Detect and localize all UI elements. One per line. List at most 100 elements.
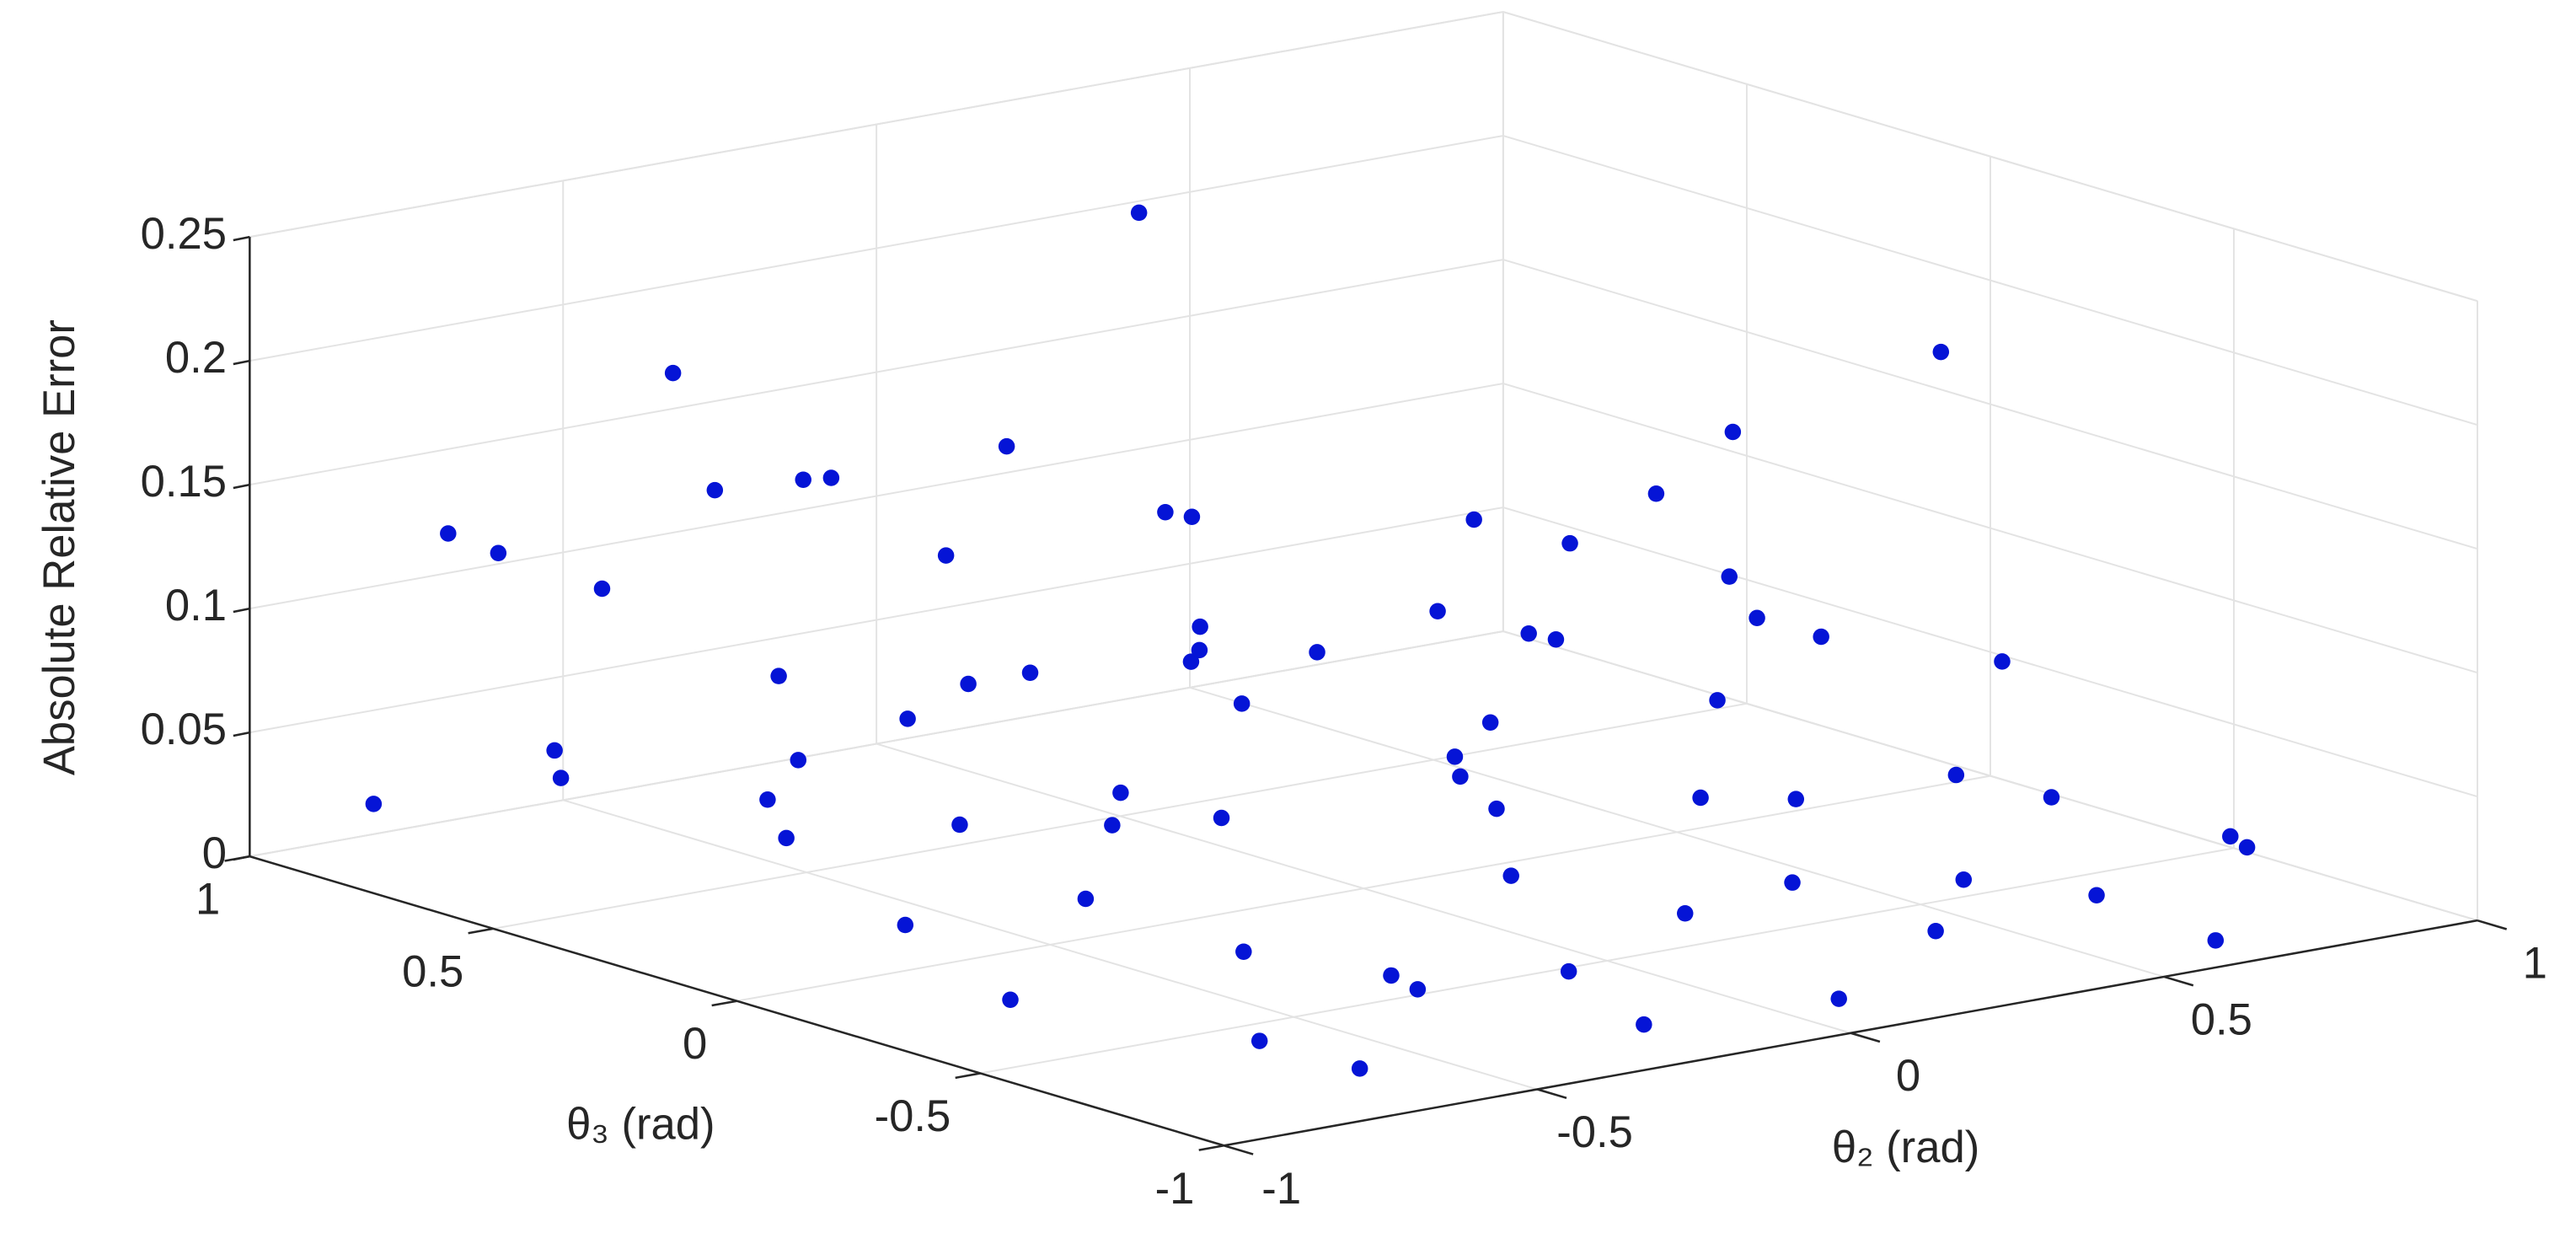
data-point — [1547, 631, 1565, 648]
y-tick-label: -0.5 — [875, 1091, 951, 1141]
grid-line — [1502, 11, 2478, 303]
data-point — [1309, 644, 1325, 661]
data-point — [1784, 874, 1801, 891]
data-point — [1112, 784, 1129, 801]
grid-line — [493, 702, 1748, 930]
data-point — [1130, 204, 1148, 222]
data-point — [1021, 664, 1039, 681]
data-point — [1233, 695, 1251, 712]
data-point — [1409, 981, 1427, 998]
data-point — [795, 471, 811, 488]
x-tick — [2163, 975, 2194, 987]
data-point — [1465, 511, 1482, 528]
data-point — [1077, 890, 1095, 908]
data-point — [1676, 905, 1694, 922]
data-point — [790, 752, 807, 769]
data-point — [1955, 871, 1973, 888]
data-point — [778, 829, 795, 847]
y-axis-label: θ₃ (rad) — [566, 1100, 715, 1150]
data-point — [1692, 789, 1709, 807]
grid-line — [1502, 135, 2478, 426]
data-point — [664, 364, 682, 382]
x-tick — [1850, 1032, 1881, 1043]
y-tick — [468, 927, 494, 935]
data-point — [1560, 962, 1577, 980]
data-point — [937, 547, 955, 564]
data-point — [1927, 923, 1944, 940]
data-point — [1787, 791, 1805, 807]
grid-line — [736, 775, 1991, 1002]
z-tick — [233, 359, 250, 366]
grid-line — [249, 135, 1504, 362]
z-tick-label: 0.05 — [141, 705, 227, 754]
z-tick-label: 0.15 — [141, 457, 227, 507]
data-point — [1002, 991, 1019, 1009]
grid-line — [1502, 259, 2478, 550]
data-point — [2088, 887, 2105, 903]
data-point — [1235, 943, 1252, 960]
data-point — [365, 796, 383, 812]
z-tick — [233, 483, 250, 490]
data-point — [1647, 485, 1665, 502]
data-point — [960, 675, 977, 693]
z-tick — [233, 235, 250, 242]
data-point — [1213, 809, 1230, 827]
x-tick-label: -1 — [1261, 1164, 1301, 1214]
grid-line — [249, 630, 1504, 858]
data-point — [2043, 789, 2060, 806]
data-point — [1452, 768, 1469, 785]
x-tick — [2477, 919, 2508, 930]
data-point — [2238, 839, 2256, 856]
data-point — [951, 816, 968, 834]
y-tick — [1198, 1145, 1224, 1151]
z-tick-label: 0.2 — [165, 333, 227, 383]
x-tick — [1224, 1145, 1254, 1155]
data-point — [1183, 508, 1201, 525]
z-tick — [233, 855, 250, 861]
grid-line — [980, 847, 2235, 1075]
z-tick-label: 0 — [202, 828, 227, 878]
data-point — [770, 667, 787, 684]
data-point — [1191, 641, 1208, 659]
data-point — [1383, 967, 1400, 984]
data-point — [1192, 618, 1208, 635]
x-tick-label: 0.5 — [2191, 994, 2252, 1044]
data-point — [1502, 867, 1519, 884]
data-point — [2222, 828, 2239, 845]
y-tick-label: 1 — [195, 875, 220, 925]
data-point — [706, 481, 724, 499]
data-point — [1182, 653, 1200, 670]
data-point — [1251, 1032, 1268, 1049]
y-tick-label: -1 — [1155, 1164, 1195, 1214]
data-point — [2207, 932, 2225, 949]
data-point — [593, 580, 611, 598]
data-point — [440, 525, 457, 542]
data-point — [1561, 534, 1578, 552]
grid-line — [249, 259, 1504, 486]
y-tick — [711, 1000, 737, 1007]
grid-line — [249, 11, 1504, 239]
data-point — [1830, 990, 1847, 1007]
data-point — [1932, 343, 1950, 361]
data-point — [1994, 653, 2011, 670]
data-point — [822, 469, 840, 486]
y-tick-label: 0 — [683, 1019, 707, 1069]
grid-line — [249, 507, 1504, 734]
grid-line — [249, 383, 1504, 610]
x-tick — [1536, 1088, 1567, 1100]
data-point — [1429, 603, 1446, 620]
data-point — [552, 769, 570, 786]
x-tick-label: -0.5 — [1556, 1107, 1633, 1157]
z-tick-label: 0.1 — [165, 581, 227, 630]
z-tick — [233, 731, 250, 737]
z-tick-label: 0.25 — [141, 209, 227, 259]
data-point — [1481, 714, 1499, 731]
grid-line — [1502, 630, 2478, 922]
z-axis-label: Absolute Relative Error — [35, 319, 84, 775]
data-point — [899, 710, 916, 727]
z-tick — [233, 607, 250, 614]
data-point — [1520, 625, 1537, 642]
data-point — [998, 437, 1015, 455]
